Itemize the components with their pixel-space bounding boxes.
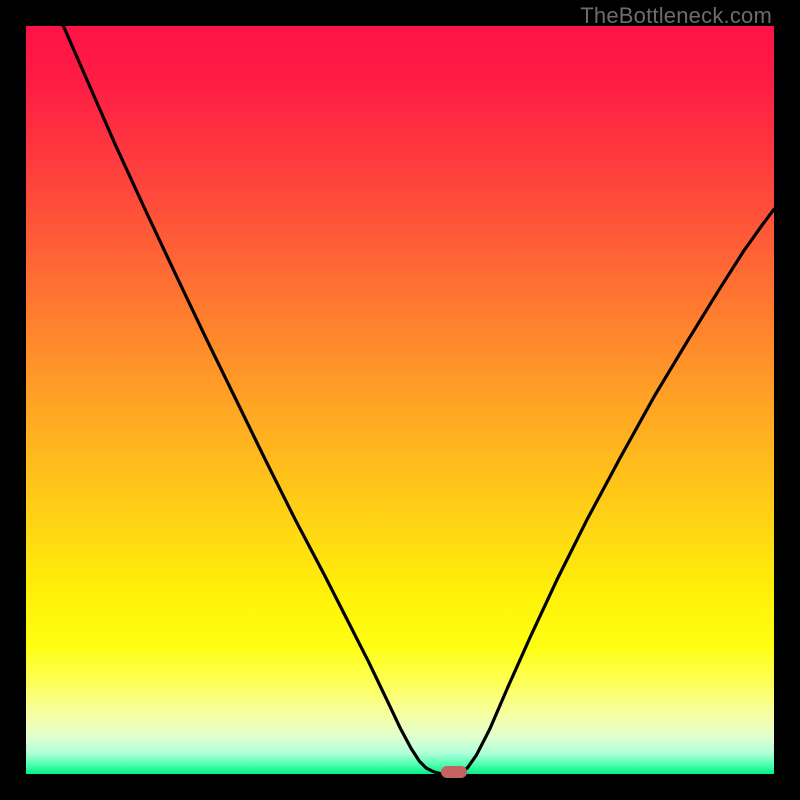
optimal-marker xyxy=(441,766,466,778)
plot-area xyxy=(26,26,774,774)
watermark-label: TheBottleneck.com xyxy=(580,3,772,29)
chart-frame: TheBottleneck.com xyxy=(0,0,800,800)
bottleneck-curve xyxy=(26,26,774,774)
